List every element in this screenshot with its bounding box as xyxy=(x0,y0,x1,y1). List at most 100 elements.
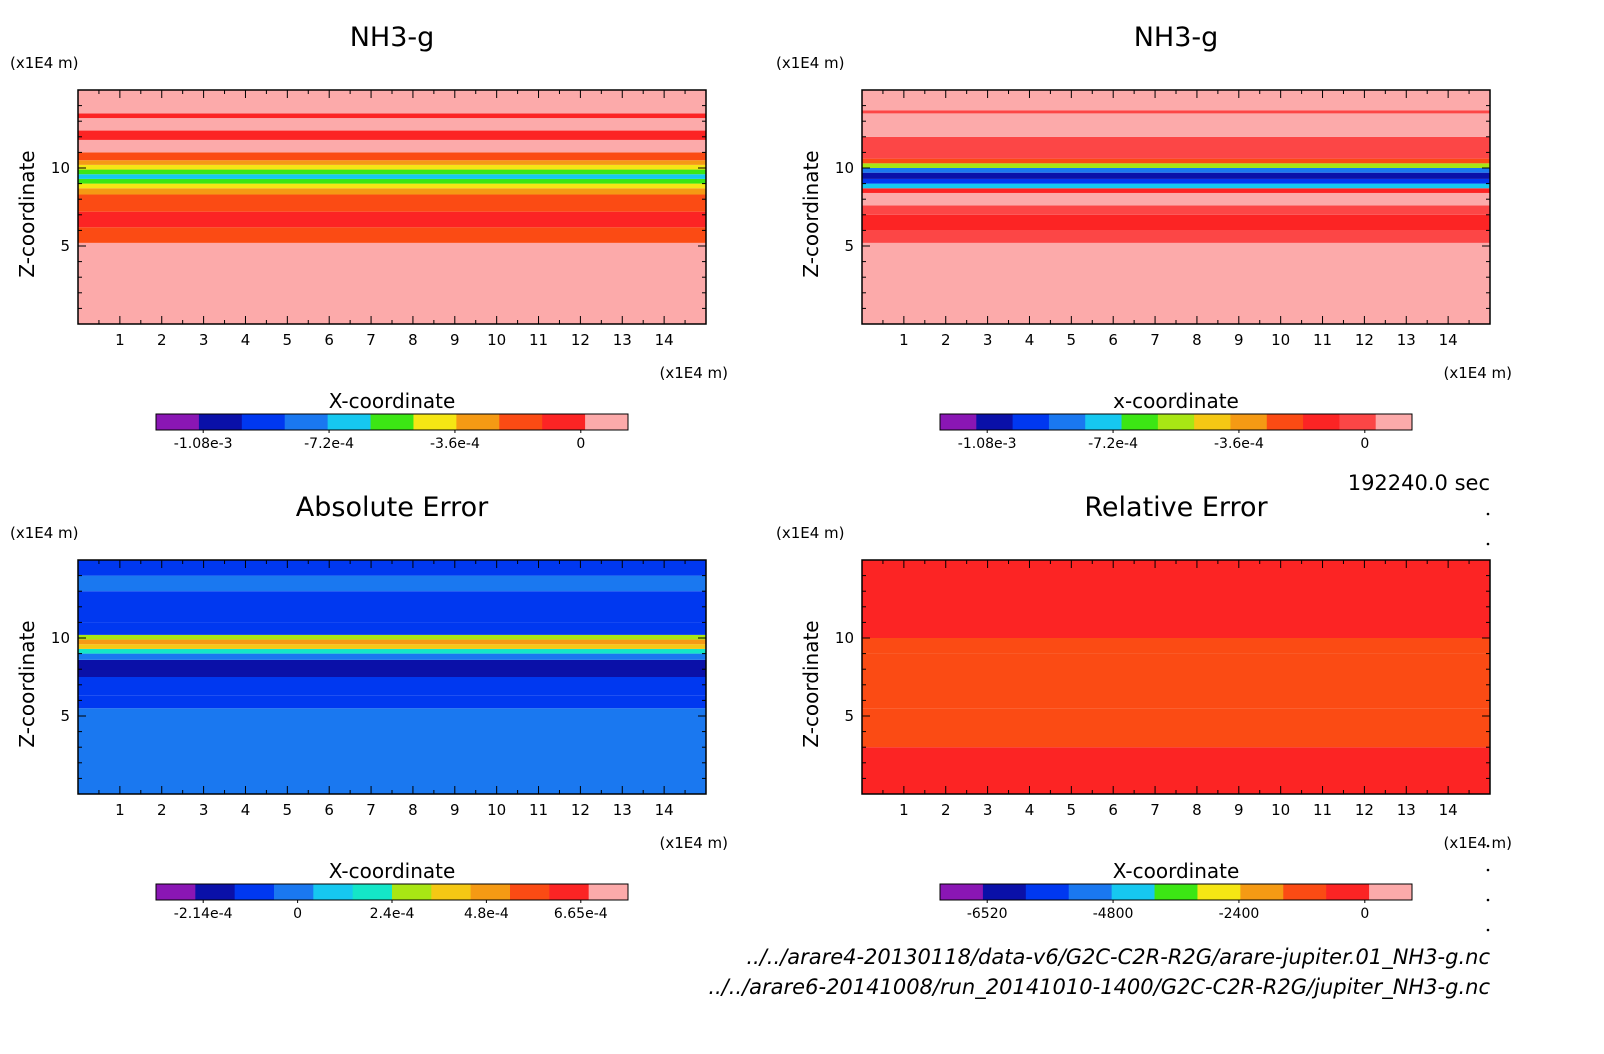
colorbar-tick-label: -7.2e-4 xyxy=(1088,436,1138,452)
colorbar-swatch xyxy=(1048,414,1086,430)
y-tick-label: 5 xyxy=(844,707,854,725)
colorbar-tick-label: 0 xyxy=(1360,436,1369,452)
contour-band xyxy=(862,136,1490,159)
x-unit-label: (x1E4 m) xyxy=(659,834,728,852)
y-unit-label: (x1E4 m) xyxy=(10,54,79,72)
contour-band xyxy=(78,174,706,179)
contour-band xyxy=(862,110,1490,114)
y-unit-label: (x1E4 m) xyxy=(10,524,79,542)
colorbar-tick-label: 4.8e-4 xyxy=(464,906,509,922)
colorbar-swatch xyxy=(585,414,629,430)
y-tick-label: 10 xyxy=(51,159,70,177)
contour-band xyxy=(78,130,706,140)
colorbar-tick-label: 0 xyxy=(1360,906,1369,922)
colorbar-swatch xyxy=(234,884,275,900)
contour-band xyxy=(862,653,1490,709)
x-axis-label: X-coordinate xyxy=(329,859,456,883)
colorbar-swatch xyxy=(327,414,372,430)
panel-bottom-right: Relative Error (x1E4 m) (x1E4 m) X-coord… xyxy=(776,492,1512,922)
colorbar-swatch xyxy=(1121,414,1159,430)
colorbar: -6520 -4800 -2400 0 xyxy=(939,883,1413,922)
x-tick-label: 14 xyxy=(655,331,674,349)
colorbar-frame xyxy=(155,413,629,431)
colorbar-swatch xyxy=(413,414,457,430)
contour-band xyxy=(78,211,706,228)
contour-band xyxy=(78,188,706,195)
x-unit-label: (x1E4 m) xyxy=(659,364,728,382)
x-tick-label: 5 xyxy=(1067,331,1077,349)
x-tick-label: 2 xyxy=(157,801,167,819)
colorbar-tick-label: -2400 xyxy=(1219,906,1260,922)
contour-band xyxy=(78,575,706,592)
contour-band xyxy=(78,639,706,645)
contour-band xyxy=(78,183,706,189)
x-tick-label: 8 xyxy=(408,331,418,349)
colorbar-swatch xyxy=(1194,414,1231,430)
x-tick-label: 6 xyxy=(1108,801,1118,819)
x-tick-label: 6 xyxy=(324,331,334,349)
colorbar-swatch xyxy=(1240,884,1284,900)
panel-title: Absolute Error xyxy=(296,492,489,523)
x-tick-label: 9 xyxy=(450,801,460,819)
colorbar-swatch xyxy=(1303,414,1340,430)
colorbar-tick-label: 0 xyxy=(293,906,302,922)
contour-band xyxy=(862,183,1490,189)
x-tick-label: 11 xyxy=(529,801,548,819)
x-tick-label: 7 xyxy=(366,331,376,349)
y-tick-label: 10 xyxy=(51,629,70,647)
y-unit-label: (x1E4 m) xyxy=(776,524,845,542)
x-tick-label: 9 xyxy=(450,331,460,349)
colorbar-swatch xyxy=(274,884,314,900)
colorbar-swatch xyxy=(1266,414,1304,430)
contour-band xyxy=(78,178,706,184)
contour-band xyxy=(862,188,1490,193)
x-tick-label: 6 xyxy=(1108,331,1118,349)
colorbar-swatch xyxy=(1326,884,1370,900)
y-tick-label: 5 xyxy=(60,237,70,255)
x-tick-label: 7 xyxy=(1150,801,1160,819)
colorbar-tick-label: -7.2e-4 xyxy=(304,436,354,452)
y-tick-label: 10 xyxy=(835,629,854,647)
colorbar-swatch xyxy=(284,414,329,430)
x-tick-label: 14 xyxy=(1439,331,1458,349)
x-tick-label: 8 xyxy=(1192,331,1202,349)
colorbar-swatch xyxy=(241,414,286,430)
contour-band xyxy=(78,648,706,654)
panel-title: NH3-g xyxy=(350,22,435,53)
contour-band xyxy=(78,113,706,119)
x-tick-label: 9 xyxy=(1234,801,1244,819)
colorbar-swatch xyxy=(976,414,1014,430)
colorbar-swatch xyxy=(1025,884,1070,900)
contour-band xyxy=(862,747,1490,794)
colorbar-tick-label: -1.08e-3 xyxy=(958,436,1017,452)
footer-path-1: ../../arare4-20130118/data-v6/G2C-C2R-R2… xyxy=(746,945,1490,970)
colorbar-swatch xyxy=(313,884,354,900)
colorbar-swatch xyxy=(352,884,393,900)
colorbar-swatch xyxy=(1085,414,1123,430)
colorbar: -1.08e-3 -7.2e-4 -3.6e-4 0 xyxy=(155,413,629,452)
x-tick-label: 13 xyxy=(1397,331,1416,349)
colorbar-tick-label: -6520 xyxy=(967,906,1008,922)
contour-band xyxy=(862,560,1490,638)
colorbar: -2.14e-4 0 2.4e-4 4.8e-4 6.65e-4 xyxy=(155,883,629,922)
y-tick-label: 5 xyxy=(60,707,70,725)
x-tick-label: 11 xyxy=(1313,331,1332,349)
contour-band xyxy=(862,230,1490,243)
contour-band xyxy=(862,178,1490,184)
panel-bottom-left: Absolute Error (x1E4 m) (x1E4 m) X-coord… xyxy=(10,492,728,922)
colorbar-swatch xyxy=(1283,884,1327,900)
x-tick-label: 8 xyxy=(1192,801,1202,819)
colorbar-tick-label: -4800 xyxy=(1093,906,1134,922)
contour-band xyxy=(78,160,706,165)
contour-band xyxy=(862,113,1490,137)
colorbar-tick-label: -1.08e-3 xyxy=(174,436,233,452)
contour-band xyxy=(862,90,1490,111)
contour-band xyxy=(78,227,706,243)
colorbar-swatch xyxy=(1197,884,1241,900)
colorbar-tick-label: 0 xyxy=(576,436,585,452)
y-tick-label: 10 xyxy=(835,159,854,177)
colorbar-tick-label: 6.65e-4 xyxy=(554,906,608,922)
